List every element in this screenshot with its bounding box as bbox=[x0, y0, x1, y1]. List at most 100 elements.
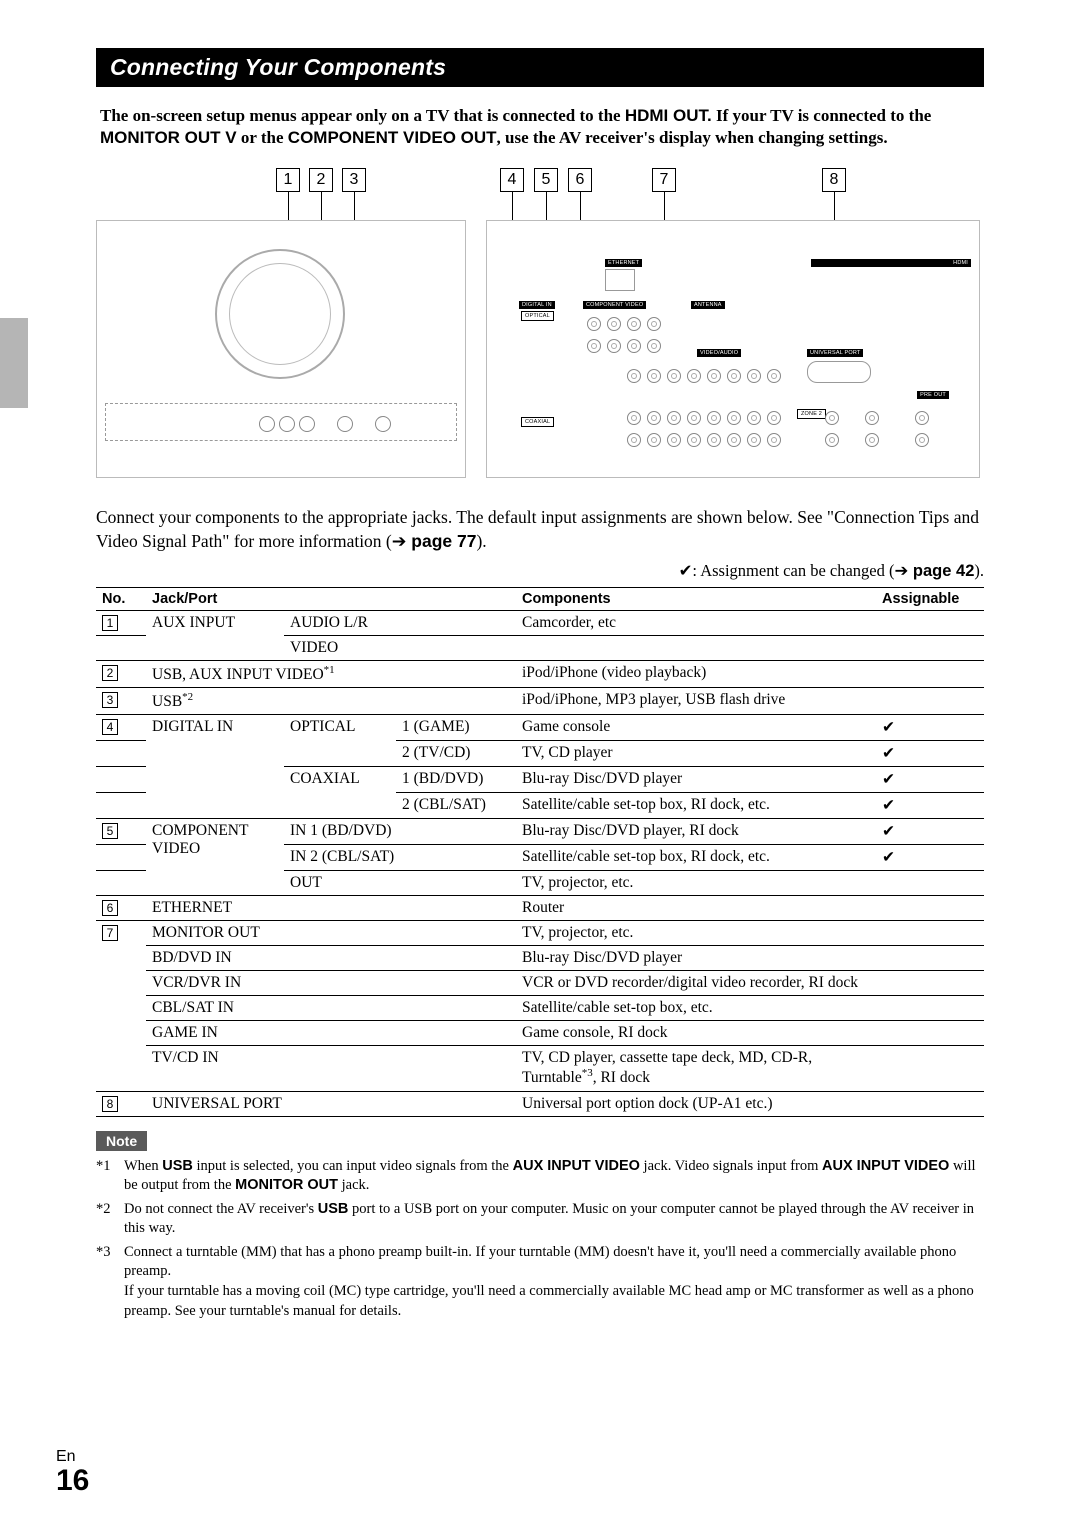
callout-leader bbox=[834, 192, 835, 220]
cell-assignable bbox=[876, 636, 984, 661]
cell-assignable bbox=[876, 1021, 984, 1046]
callout-leader bbox=[288, 192, 289, 222]
rear-label-antenna: ANTENNA bbox=[691, 301, 725, 309]
callout-box: 6 bbox=[568, 168, 592, 192]
th-assignable: Assignable bbox=[876, 588, 984, 611]
rca-jack-graphic bbox=[587, 317, 601, 331]
cell-jack-sub: IN 1 (BD/DVD) bbox=[284, 819, 516, 845]
cell-assignable: ✔ bbox=[876, 819, 984, 845]
cell-components: Router bbox=[516, 896, 876, 921]
row-number-box: 4 bbox=[102, 719, 118, 735]
front-panel-illustration bbox=[96, 220, 466, 478]
rear-label-coaxial: COAXIAL bbox=[521, 417, 554, 427]
cell-no bbox=[96, 741, 146, 767]
cell-jack: UNIVERSAL PORT bbox=[146, 1091, 516, 1116]
connection-diagram: 12345678 ETHERNET HDMI DIGITAL IN OPTICA… bbox=[96, 168, 984, 488]
cell-components: TV, projector, etc. bbox=[516, 871, 876, 896]
cell-jack-sub: IN 2 (CBL/SAT) bbox=[284, 845, 516, 871]
cell-components: Camcorder, etc bbox=[516, 611, 876, 636]
cell-jack-group: AUX INPUT bbox=[146, 611, 284, 661]
table-row: 6ETHERNETRouter bbox=[96, 896, 984, 921]
rear-label-universal-port: UNIVERSAL PORT bbox=[807, 349, 863, 357]
rca-jack-graphic bbox=[627, 317, 641, 331]
table-row: 1AUX INPUTAUDIO L/RCamcorder, etc bbox=[96, 611, 984, 636]
universal-port-graphic bbox=[807, 361, 871, 383]
rca-jack-graphic bbox=[767, 411, 781, 425]
page-footer: En 16 bbox=[56, 1448, 89, 1496]
cell-components: iPod/iPhone (video playback) bbox=[516, 661, 876, 688]
rca-jack-graphic bbox=[865, 411, 879, 425]
row-number-box: 5 bbox=[102, 823, 118, 839]
table-row: 3USB*2iPod/iPhone, MP3 player, USB flash… bbox=[96, 688, 984, 715]
rca-jack-graphic bbox=[747, 411, 761, 425]
rca-jack-graphic bbox=[627, 369, 641, 383]
footnote-marker: *1 bbox=[96, 1157, 114, 1196]
cell-assignable bbox=[876, 688, 984, 715]
rca-jack-graphic bbox=[707, 411, 721, 425]
cell-no: 5 bbox=[96, 819, 146, 845]
rca-jack-graphic bbox=[667, 411, 681, 425]
footnote-text: Do not connect the AV receiver's USB por… bbox=[124, 1200, 984, 1239]
cell-jack-group: COMPONENT VIDEO bbox=[146, 819, 284, 896]
rca-jack-graphic bbox=[707, 433, 721, 447]
rca-jack-graphic bbox=[687, 369, 701, 383]
rca-jack-graphic bbox=[647, 317, 661, 331]
superscript: *1 bbox=[324, 664, 335, 676]
cell-assignable bbox=[876, 611, 984, 636]
cell-assignable bbox=[876, 946, 984, 971]
cell-no: 7 bbox=[96, 921, 146, 1091]
cell-components: Universal port option dock (UP-A1 etc.) bbox=[516, 1091, 876, 1116]
section-title: Connecting Your Components bbox=[110, 54, 970, 81]
callout-box: 1 bbox=[276, 168, 300, 192]
rear-label-preout: PRE OUT bbox=[917, 391, 949, 399]
cell-components: Game console bbox=[516, 715, 876, 741]
rca-jack-graphic bbox=[627, 433, 641, 447]
cell-no: 1 bbox=[96, 611, 146, 636]
cell-components: Blu-ray Disc/DVD player bbox=[516, 767, 876, 793]
cell-assignable bbox=[876, 921, 984, 946]
footnote-text: When USB input is selected, you can inpu… bbox=[124, 1157, 984, 1196]
callout-leader bbox=[321, 192, 322, 222]
assignable-legend: ✔: Assignment can be changed (➔ page 42)… bbox=[96, 561, 984, 581]
cell-jack-group: DIGITAL IN bbox=[146, 715, 284, 819]
rear-label-digital-in: DIGITAL IN bbox=[519, 301, 555, 309]
cell-assignable: ✔ bbox=[876, 767, 984, 793]
rca-jack-graphic bbox=[647, 411, 661, 425]
cell-assignable bbox=[876, 1091, 984, 1116]
rca-jack-graphic bbox=[607, 339, 621, 353]
table-row: CBL/SAT INSatellite/cable set-top box, e… bbox=[96, 996, 984, 1021]
volume-dial-graphic bbox=[215, 249, 345, 379]
front-jack bbox=[375, 416, 391, 432]
ethernet-port-graphic bbox=[605, 269, 635, 291]
rca-jack-graphic bbox=[825, 411, 839, 425]
footnote-marker: *3 bbox=[96, 1243, 114, 1321]
arrow-icon: ➔ bbox=[895, 562, 913, 580]
side-tab bbox=[0, 318, 28, 408]
table-row: TV/CD INTV, CD player, cassette tape dec… bbox=[96, 1046, 984, 1091]
cell-no bbox=[96, 871, 146, 896]
superscript: *3 bbox=[582, 1067, 593, 1079]
rca-jack-graphic bbox=[767, 369, 781, 383]
cell-components: Satellite/cable set-top box, etc. bbox=[516, 996, 876, 1021]
table-row: 5COMPONENT VIDEOIN 1 (BD/DVD)Blu-ray Dis… bbox=[96, 819, 984, 845]
callout-box: 5 bbox=[534, 168, 558, 192]
rca-jack-graphic bbox=[667, 369, 681, 383]
table-row: 4DIGITAL INOPTICAL1 (GAME)Game console✔ bbox=[96, 715, 984, 741]
rca-jack-graphic bbox=[647, 339, 661, 353]
page-number: 16 bbox=[56, 1466, 89, 1496]
body-paragraph: Connect your components to the appropria… bbox=[96, 506, 984, 553]
row-number-box: 3 bbox=[102, 692, 118, 708]
cell-no: 8 bbox=[96, 1091, 146, 1116]
cell-jack-sub: AUDIO L/R bbox=[284, 611, 516, 636]
rca-jack-graphic bbox=[825, 433, 839, 447]
cell-jack-detail: 1 (GAME) bbox=[396, 715, 516, 741]
rca-jack-graphic bbox=[627, 339, 641, 353]
footnote-marker: *2 bbox=[96, 1200, 114, 1239]
row-number-box: 8 bbox=[102, 1096, 118, 1112]
cell-no bbox=[96, 793, 146, 819]
cell-components: TV, CD player bbox=[516, 741, 876, 767]
th-no: No. bbox=[96, 588, 146, 611]
rca-jack-graphic bbox=[587, 339, 601, 353]
cell-assignable bbox=[876, 896, 984, 921]
rca-jack-graphic bbox=[915, 433, 929, 447]
